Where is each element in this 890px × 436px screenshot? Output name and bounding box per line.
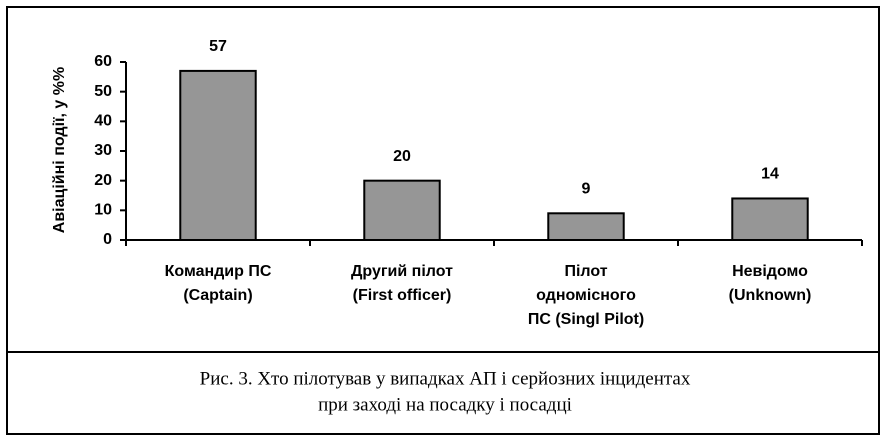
x-tick-label: (Captain) bbox=[183, 287, 252, 304]
x-tick-label: Командир ПС bbox=[165, 263, 272, 280]
value-label: 14 bbox=[761, 166, 779, 183]
y-tick-label: 50 bbox=[94, 83, 112, 100]
y-tick-label: 40 bbox=[94, 113, 112, 130]
x-tick-label: Другий пілот bbox=[351, 263, 453, 280]
caption: при заході на посадку і посадці bbox=[318, 394, 572, 415]
x-tick-label: Невідомо bbox=[732, 263, 808, 280]
y-tick-label: 60 bbox=[94, 53, 112, 70]
value-label: 57 bbox=[209, 38, 227, 55]
bar bbox=[363, 179, 441, 242]
y-tick-label: 30 bbox=[94, 142, 112, 159]
y-tick-label: 0 bbox=[103, 231, 112, 248]
x-tick-label: одномісного bbox=[536, 287, 636, 304]
x-tick-label: (First officer) bbox=[353, 287, 452, 304]
value-label: 20 bbox=[393, 148, 411, 165]
x-tick-label: ПС (Singl Pilot) bbox=[528, 311, 644, 328]
y-axis-label: Авіаційні події, у %% bbox=[51, 67, 68, 233]
x-tick-label: Пілот bbox=[564, 263, 607, 280]
caption: Рис. 3. Хто пілотував у випадках АП і се… bbox=[200, 368, 691, 389]
outer-frame bbox=[6, 6, 880, 435]
y-tick-label: 10 bbox=[94, 202, 112, 219]
bar bbox=[547, 212, 625, 242]
y-tick-label: 20 bbox=[94, 172, 112, 189]
bar bbox=[731, 197, 809, 241]
bar bbox=[179, 69, 257, 242]
x-tick-label: (Unknown) bbox=[729, 287, 812, 304]
value-label: 9 bbox=[582, 181, 591, 198]
